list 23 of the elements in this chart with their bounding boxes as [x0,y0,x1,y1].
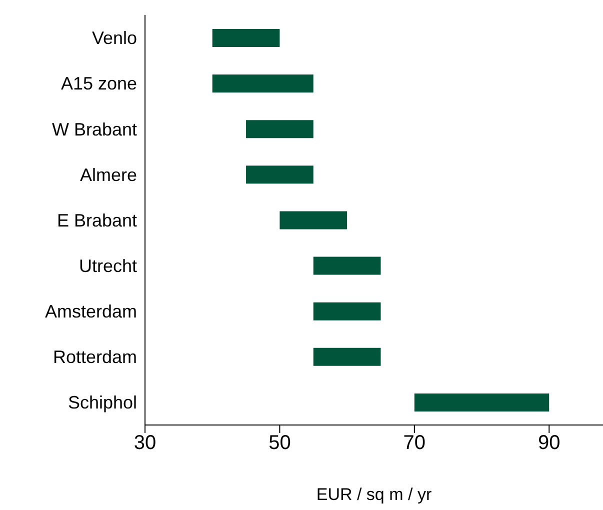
y-tick-label: Utrecht [78,256,137,276]
bar [280,211,348,230]
y-tick-label: A15 zone [60,74,137,94]
bar [246,166,314,184]
bar [212,74,314,93]
x-tick-label: 50 [268,432,291,454]
bar [414,393,550,412]
y-tick-label: W Brabant [52,119,137,140]
y-tick-label: E Brabant [56,210,137,230]
bar [313,348,381,366]
x-axis-title: EUR / sq m / yr [316,485,432,504]
bar [313,302,381,320]
y-tick-label: Almere [80,164,137,185]
y-tick-label: Venlo [92,28,137,48]
bar [246,120,314,138]
y-tick-label: Rotterdam [52,347,137,368]
y-tick-label: Schiphol [68,392,137,413]
bar [313,256,381,275]
x-tick-label: 30 [134,432,156,454]
y-tick-label: Amsterdam [44,302,137,322]
x-tick-label: 90 [538,432,560,454]
bar [212,29,280,47]
x-tick-label: 70 [403,432,426,454]
